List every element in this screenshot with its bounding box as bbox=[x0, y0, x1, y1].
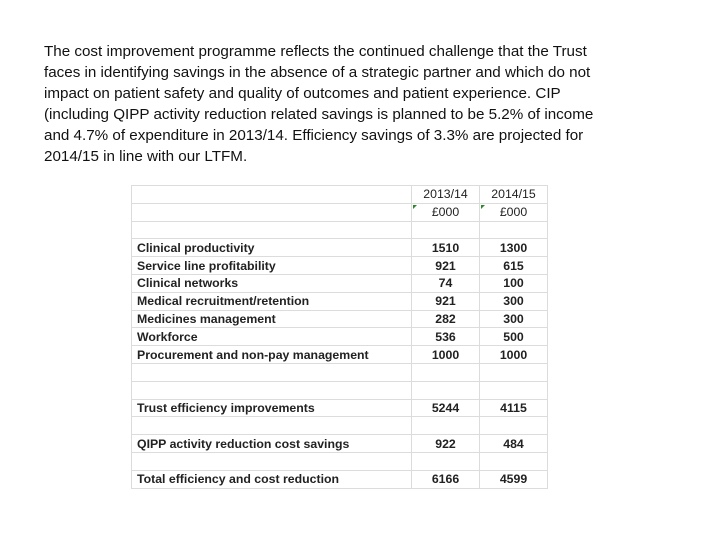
paragraph: The cost improvement programme reflects … bbox=[44, 41, 704, 167]
table-row: Procurement and non-pay management 1000 10… bbox=[131, 345, 548, 364]
table-row: £000 £000 bbox=[131, 202, 548, 222]
value-cell: 282 bbox=[411, 309, 480, 329]
value-cell: 300 bbox=[479, 291, 548, 311]
paragraph-line: 2014/15 in line with our LTFM. bbox=[44, 148, 248, 165]
cell bbox=[131, 416, 412, 436]
value-cell: 1510 bbox=[411, 238, 480, 258]
value-cell: 536 bbox=[411, 327, 480, 347]
table-row: Workforce 536 500 bbox=[131, 327, 548, 347]
value-cell: 921 bbox=[411, 291, 480, 311]
label-cell: Clinical productivity bbox=[131, 238, 412, 258]
paragraph-line: impact on patient safety and quality of … bbox=[44, 85, 561, 102]
value-cell: 74 bbox=[411, 273, 480, 293]
marker bbox=[481, 204, 485, 209]
cell bbox=[479, 362, 548, 382]
label-cell: Service line profitability bbox=[131, 256, 412, 275]
table-row bbox=[131, 380, 548, 400]
table-row: Total efficiency and cost reduction 6166 4… bbox=[131, 469, 548, 489]
label-cell: QIPP activity reduction cost savings bbox=[131, 434, 412, 453]
paragraph-line: faces in identifying savings in the abse… bbox=[44, 64, 591, 81]
paragraph-line: The cost improvement programme reflects … bbox=[44, 43, 587, 60]
value-cell: 4115 bbox=[479, 398, 548, 418]
table-row: Clinical networks 74 100 bbox=[131, 273, 548, 293]
table-row: Trust efficiency improvements 5244 4115 bbox=[131, 398, 548, 418]
header-cell: £000 bbox=[411, 202, 480, 222]
table-row: Medical recruitment/retention 921 300 bbox=[131, 291, 548, 311]
paragraph-line: (including QIPP activity reduction relat… bbox=[44, 106, 594, 123]
table-row bbox=[131, 362, 548, 382]
value-cell: 1000 bbox=[479, 345, 548, 364]
table-row bbox=[131, 220, 548, 240]
label-cell: Procurement and non-pay management bbox=[131, 345, 412, 364]
value-cell: 1000 bbox=[411, 345, 480, 364]
cell bbox=[131, 202, 412, 222]
cell bbox=[131, 220, 412, 240]
marker bbox=[413, 204, 417, 209]
cell bbox=[131, 362, 412, 382]
cell bbox=[411, 362, 480, 382]
cell bbox=[479, 220, 548, 240]
cell bbox=[479, 451, 548, 471]
paragraph-line: and 4.7% of expenditure in 2013/14. Effi… bbox=[44, 127, 584, 144]
header-cell: 2014/15 bbox=[479, 185, 548, 204]
table-row: QIPP activity reduction cost savings 922 4… bbox=[131, 434, 548, 453]
cell bbox=[131, 451, 412, 471]
cell bbox=[131, 380, 412, 400]
label-cell: Clinical networks bbox=[131, 273, 412, 293]
cell bbox=[411, 220, 480, 240]
value-cell: 500 bbox=[479, 327, 548, 347]
value-cell: 6166 bbox=[411, 469, 480, 489]
label-cell: Workforce bbox=[131, 327, 412, 347]
cell bbox=[479, 416, 548, 436]
value-cell: 615 bbox=[479, 256, 548, 275]
cell bbox=[131, 185, 412, 204]
header-cell: 2013/14 bbox=[411, 185, 480, 204]
table-row bbox=[131, 451, 548, 471]
label-cell: Trust efficiency improvements bbox=[131, 398, 412, 418]
value-cell: 4599 bbox=[479, 469, 548, 489]
table-row: Service line profitability 921 615 bbox=[131, 256, 548, 275]
value-cell: 484 bbox=[479, 434, 548, 453]
savings-table: 2013/14 2014/15 £000 £000 Clinical productiv… bbox=[131, 185, 548, 489]
table-row: Medicines management 282 300 bbox=[131, 309, 548, 329]
label-cell: Medicines management bbox=[131, 309, 412, 329]
cell bbox=[479, 380, 548, 400]
header-cell: £000 bbox=[479, 202, 548, 222]
table-row bbox=[131, 416, 548, 436]
value-cell: 1300 bbox=[479, 238, 548, 258]
table-row: 2013/14 2014/15 bbox=[131, 185, 548, 204]
cell bbox=[411, 380, 480, 400]
cell bbox=[411, 451, 480, 471]
value-cell: 100 bbox=[479, 273, 548, 293]
label-cell: Total efficiency and cost reduction bbox=[131, 469, 412, 489]
value-cell: 922 bbox=[411, 434, 480, 453]
value-cell: 300 bbox=[479, 309, 548, 329]
value-cell: 921 bbox=[411, 256, 480, 275]
label-cell: Medical recruitment/retention bbox=[131, 291, 412, 311]
table-row: Clinical productivity 1510 1300 bbox=[131, 238, 548, 258]
cell bbox=[411, 416, 480, 436]
value-cell: 5244 bbox=[411, 398, 480, 418]
